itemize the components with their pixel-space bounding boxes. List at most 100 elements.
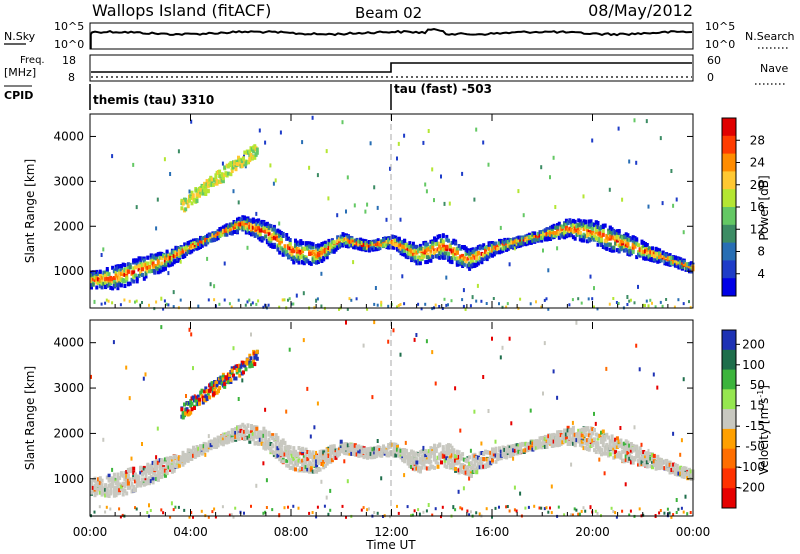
echo-cell [366, 448, 370, 453]
echo-cell [128, 262, 132, 267]
echo-cell [320, 246, 324, 251]
echo-cell [673, 255, 677, 260]
echo-cell [499, 238, 503, 243]
echo-cell [411, 450, 415, 455]
echo-cell [469, 510, 472, 514]
echo-cell [568, 233, 572, 238]
echo-cell [213, 444, 217, 449]
echo-cell [645, 299, 648, 303]
echo-cell [549, 231, 552, 236]
echo-cell [297, 458, 301, 463]
echo-cell [557, 436, 561, 441]
echo-cell [503, 447, 506, 452]
echo-cell [668, 261, 672, 266]
echo-cell [461, 245, 465, 249]
echo-cell [517, 235, 521, 240]
echo-cell [301, 462, 305, 467]
echo-cell [285, 449, 289, 454]
echo-cell [556, 246, 559, 251]
echo-cell [112, 485, 116, 490]
echo-cell [320, 252, 324, 257]
echo-cell [401, 458, 405, 463]
echo-cell [499, 225, 502, 230]
echo-cell [311, 458, 315, 463]
echo-cell [459, 260, 463, 264]
echo-cell [200, 509, 203, 513]
echo-cell [192, 453, 195, 458]
echo-cell [258, 440, 262, 445]
echo-cell [424, 242, 428, 247]
echo-cell [440, 460, 443, 465]
echo-cell [538, 230, 542, 235]
echo-cell [239, 433, 243, 438]
echo-cell [540, 506, 543, 510]
echo-cell [316, 456, 320, 461]
echo-cell [162, 459, 166, 464]
echo-cell [607, 228, 611, 233]
echo-cell [320, 454, 324, 459]
echo-cell [638, 250, 642, 255]
echo-cell [607, 231, 611, 236]
echo-cell [216, 236, 220, 241]
echo-cell [450, 445, 454, 450]
echo-cell [468, 472, 472, 477]
echo-cell [438, 248, 442, 252]
echo-cell [364, 246, 368, 251]
echo-cell [529, 240, 533, 245]
echo-cell [202, 236, 206, 240]
echo-cell [177, 252, 181, 257]
echo-cell [512, 444, 516, 448]
echo-cell [169, 259, 173, 264]
echo-cell [626, 303, 629, 306]
echo-cell [287, 245, 290, 250]
echo-cell [589, 438, 593, 443]
echo-cell [315, 515, 318, 519]
echo-cell [197, 304, 200, 308]
echo-cell [243, 226, 246, 231]
echo-cell [302, 255, 306, 260]
echo-cell [624, 239, 628, 244]
echo-cell [505, 239, 509, 244]
echo-cell [593, 233, 596, 237]
echo-cell [503, 451, 507, 456]
echo-cell [452, 248, 456, 253]
echo-cell [527, 232, 531, 237]
echo-cell [496, 454, 500, 458]
echo-cell [211, 440, 215, 444]
echo-cell [387, 339, 390, 344]
echo-cell [121, 473, 125, 478]
echo-cell [492, 454, 496, 459]
echo-cell [288, 242, 292, 247]
echo-cell [688, 264, 691, 269]
echo-cell [162, 511, 165, 515]
echo-cell [163, 299, 166, 303]
echo-cell [540, 445, 544, 450]
echo-cell [482, 243, 486, 248]
echo-cell [170, 467, 174, 472]
echo-cell [313, 252, 317, 257]
echo-cell [309, 462, 313, 467]
echo-cell [484, 449, 487, 454]
echo-cell [542, 391, 544, 396]
echo-cell [223, 224, 227, 229]
echo-cell [278, 444, 282, 449]
echo-cell [441, 252, 445, 257]
echo-cell [135, 277, 139, 281]
echo-cell [320, 304, 323, 308]
echo-cell [297, 247, 301, 252]
echo-cell [160, 251, 164, 256]
echo-cell [425, 247, 429, 252]
echo-cell [260, 435, 264, 440]
echo-cell [689, 261, 693, 266]
echo-cell [306, 386, 309, 391]
echo-cell [279, 239, 283, 244]
echo-cell [575, 232, 579, 237]
echo-cell [234, 165, 238, 169]
echo-cell [651, 246, 654, 251]
echo-cell [563, 439, 567, 444]
echo-cell [376, 303, 379, 307]
echo-cell [441, 445, 445, 450]
echo-cell [433, 457, 436, 462]
echo-cell [359, 449, 363, 454]
